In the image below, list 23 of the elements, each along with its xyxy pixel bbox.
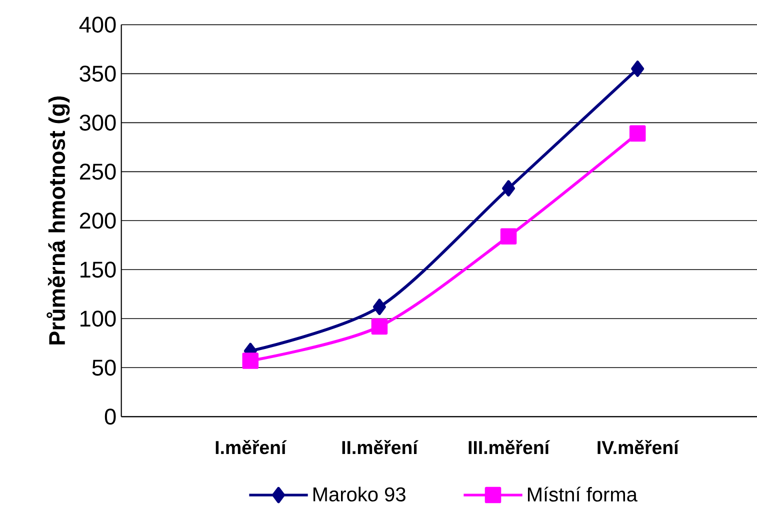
y-tick-label: 0: [104, 408, 116, 425]
point: [371, 318, 388, 335]
y-tick-label: 350: [80, 66, 116, 82]
x-tick-label: II.měření: [342, 440, 418, 454]
point: [502, 180, 515, 196]
point: [629, 125, 646, 142]
x-tick-label: IV.měření: [598, 440, 680, 454]
point: [631, 60, 644, 77]
y-axis-title: Průměrná hmotnost (g): [46, 96, 70, 344]
point: [372, 298, 386, 316]
y-tick-label: 400: [79, 16, 116, 33]
legend-label: Místní forma: [528, 486, 638, 502]
y-tick-label: 100: [80, 310, 116, 327]
x-tick-label: III.měření: [468, 440, 550, 454]
y-tick-label: 200: [80, 212, 116, 229]
y-tick-label: 250: [80, 164, 116, 180]
point: [242, 352, 259, 369]
point: [500, 228, 517, 244]
x-tick-label: I.měření: [216, 440, 287, 454]
y-tick-label: 50: [92, 360, 116, 376]
y-tick-label: 300: [80, 114, 116, 131]
legend-label: Maroko 93: [313, 486, 406, 502]
y-tick-label: 150: [80, 262, 116, 278]
